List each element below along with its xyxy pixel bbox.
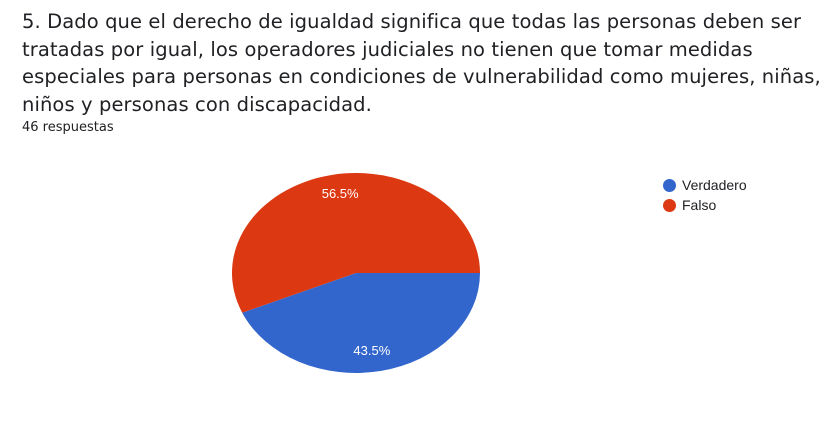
legend-item-falso: Falso [663, 195, 747, 215]
question-title: 5. Dado que el derecho de igualdad signi… [22, 10, 821, 116]
pie-label-verdadero: 43.5% [353, 343, 390, 358]
response-count: 46 respuestas [22, 120, 114, 135]
pie-slice-verdadero [242, 273, 480, 373]
legend-item-verdadero: Verdadero [663, 175, 747, 195]
legend-label-verdadero: Verdadero [682, 177, 747, 193]
pie-slice-falso [231, 172, 480, 313]
pie-label-falso: 56.5% [322, 186, 359, 201]
legend-swatch-falso [663, 198, 676, 212]
legend-label-falso: Falso [682, 197, 717, 213]
legend-swatch-verdadero [663, 178, 676, 192]
chart-legend: Verdadero Falso [663, 175, 747, 215]
